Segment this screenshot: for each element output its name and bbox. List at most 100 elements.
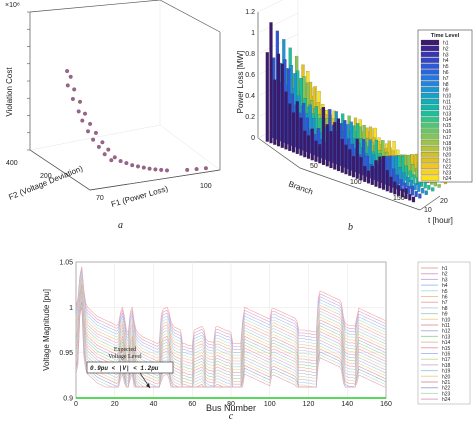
panel-a-x-label: F1 (Power Loss): [110, 184, 169, 209]
panel-b-bar: [408, 194, 412, 201]
panel-b-bar: [418, 193, 422, 199]
panel-b-bar: [321, 107, 326, 165]
panel-c-legend-label: h21: [442, 380, 451, 386]
panel-b-bar: [265, 52, 269, 142]
panel-b-x-tick-150: 150: [393, 195, 405, 202]
panel-c-legend-label: h24: [442, 397, 451, 403]
panel-a-x-tick-100: 100: [200, 183, 212, 190]
panel-b-bar: [413, 183, 417, 191]
panel-c-annotation-title: Expected Voltage Level: [108, 347, 142, 360]
panel-c-x-tick-label: 140: [341, 401, 353, 408]
panel-c-x-tick-label: 80: [227, 401, 235, 408]
panel-b-legend-label: h19: [443, 147, 452, 153]
panel-a-floor-right: [159, 124, 221, 171]
panel-b-t-tick-10: 10: [424, 207, 432, 214]
panel-b-z-tick-label: 1: [251, 30, 255, 37]
panel-c-series-line: [75, 297, 387, 388]
panel-a-point: [70, 96, 75, 102]
panel-b-legend-label: h16: [443, 129, 452, 135]
panel-a-x-axis-line: [89, 169, 221, 191]
panel-b-bar: [389, 176, 393, 193]
panel-b-bar: [344, 144, 348, 175]
panel-b-legend-swatch: [420, 134, 440, 140]
panel-c-legend-label: h2: [442, 272, 448, 278]
panel-b-x-tick-100: 100: [350, 179, 362, 186]
panel-b-bar: [299, 117, 303, 156]
panel-b-legend-label: h10: [443, 94, 452, 100]
panel-c-series-line: [75, 271, 387, 356]
panel-b-legend-swatch: [420, 81, 440, 87]
panel-b-bar: [393, 181, 397, 195]
panel-c-legend-label: h1: [442, 266, 448, 272]
panel-a-point: [141, 165, 146, 170]
panel-b-legend-label: h7: [443, 76, 449, 82]
panel-c-series: [75, 266, 387, 388]
panel-a-point: [106, 147, 111, 152]
panel-c-legend-label: h14: [442, 340, 451, 346]
panel-b-z-tick-label: 0: [251, 135, 255, 142]
panel-b-bar: [414, 191, 418, 197]
panel-a-point: [164, 168, 170, 173]
panel-b-bar: [310, 128, 314, 161]
panel-c-series-line: [75, 275, 387, 362]
panel-c-y-tick-label: 1.05: [59, 260, 73, 267]
panel-b-bar: [295, 101, 299, 154]
panel-c-series-line: [75, 280, 387, 370]
panel-b-bar: [291, 112, 296, 153]
panel-a-floor-left: [29, 124, 161, 151]
panel-a-point: [185, 167, 190, 172]
panel-b-z-label: Power Loss [MW]: [236, 51, 245, 114]
panel-b-legend-swatch: [420, 98, 440, 105]
panel-c-legend-label: h22: [442, 386, 451, 392]
panel-c-annotation-title-line: Expected: [114, 347, 136, 353]
panel-b-bar: [340, 138, 344, 173]
panel-b-legend-label: h9: [443, 88, 449, 94]
panel-b-legend-swatch: [420, 122, 440, 128]
panel-c-legend-label: h19: [442, 369, 451, 375]
panel-b-legend-label: h20: [443, 153, 452, 159]
panel-b-bar: [276, 53, 281, 147]
panel-b-bar: [381, 155, 386, 190]
panel-b-bar: [424, 190, 428, 195]
panel-c-legend-label: h6: [442, 295, 448, 301]
panel-b: 0 0.2 0.4 0.6 0.8 1 1.2 Power Loss [MW] 50 100…: [236, 0, 473, 233]
panel-b-bar: [370, 165, 374, 185]
panel-c-series-line: [75, 296, 387, 388]
panel-c-series-line: [75, 266, 387, 347]
panel-a-point: [112, 155, 117, 160]
panel-c-series-line: [75, 269, 387, 353]
panel-a-point: [80, 118, 85, 123]
panel-a: ×10⁸ Violation Cost 400 200 F2 (Voltage …: [5, 0, 221, 231]
panel-b-bars: [265, 22, 452, 203]
panel-b-bar: [325, 124, 329, 167]
panel-b-z-tick-label: 0.4: [245, 93, 255, 100]
panel-b-bar: [400, 188, 404, 198]
panel-b-legend-label: h21: [443, 159, 452, 165]
panel-c-x-ticks: 0 20 40 60 80 100 120 140 160: [74, 401, 392, 408]
panel-b-legend-label: h6: [443, 70, 449, 76]
panel-b-legend-label: h13: [443, 111, 452, 117]
panel-c-legend-label: h10: [442, 317, 451, 323]
panel-b-legend-label: h11: [443, 100, 451, 106]
panel-b-bar: [333, 122, 337, 170]
panel-a-point: [153, 167, 158, 172]
panel-c-legend-label: h15: [442, 346, 451, 352]
panel-a-point: [77, 99, 83, 104]
panel-b-legend-swatch: [420, 128, 440, 134]
panel-a-y-tick-400: 400: [6, 160, 18, 167]
panel-b-legend-swatch: [420, 116, 440, 122]
panel-a-y-tick-200: 200: [40, 173, 52, 180]
panel-c-y-tick-label: 0.9: [63, 396, 73, 403]
panel-a-point: [82, 111, 88, 116]
panel-b-bar: [421, 188, 425, 194]
panel-b-bar: [359, 157, 363, 181]
panel-b-legend-swatch: [420, 51, 440, 57]
panel-c-series-line: [75, 294, 387, 388]
panel-b-z-tick-label: 0.2: [245, 114, 255, 121]
panel-b-legend-swatch: [420, 45, 440, 52]
panel-b-x-label: Branch: [287, 179, 314, 196]
panel-a-point: [88, 121, 93, 126]
panel-a-z-exponent: ×10⁸: [5, 2, 20, 9]
panel-c-x-label: Bus Number: [206, 403, 256, 413]
